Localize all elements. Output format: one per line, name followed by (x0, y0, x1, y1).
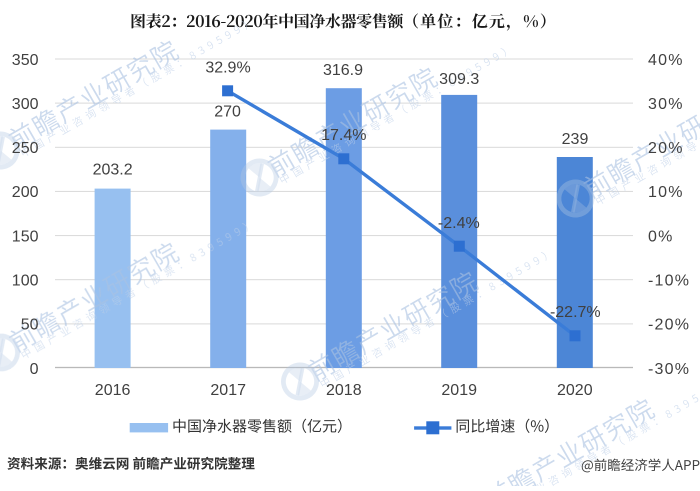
svg-text:200: 200 (12, 184, 39, 201)
svg-text:2020: 2020 (557, 382, 593, 399)
svg-text:10%: 10% (648, 184, 684, 201)
svg-text:150: 150 (12, 228, 39, 245)
svg-text:2017: 2017 (210, 382, 246, 399)
svg-text:32.9%: 32.9% (205, 60, 250, 77)
svg-text:350: 350 (12, 52, 39, 69)
svg-text:0%: 0% (648, 228, 674, 245)
svg-text:316.9: 316.9 (323, 62, 363, 79)
svg-text:2018: 2018 (326, 382, 362, 399)
svg-text:17.4%: 17.4% (321, 127, 366, 144)
svg-text:20%: 20% (648, 140, 684, 157)
svg-text:2016: 2016 (95, 382, 131, 399)
svg-text:-2.4%: -2.4% (438, 215, 480, 232)
svg-text:309.3: 309.3 (439, 71, 479, 88)
svg-text:-30%: -30% (648, 361, 690, 378)
svg-text:-10%: -10% (648, 273, 690, 290)
svg-text:203.2: 203.2 (93, 162, 133, 179)
svg-text:50: 50 (21, 317, 39, 334)
svg-text:0: 0 (30, 361, 39, 378)
svg-text:250: 250 (12, 140, 39, 157)
svg-text:-20%: -20% (648, 317, 690, 334)
svg-text:239: 239 (562, 131, 589, 148)
svg-text:40%: 40% (648, 52, 684, 69)
svg-text:300: 300 (12, 96, 39, 113)
svg-text:-22.7%: -22.7% (550, 304, 601, 321)
svg-text:30%: 30% (648, 96, 684, 113)
svg-text:2019: 2019 (441, 382, 477, 399)
svg-text:270: 270 (214, 104, 241, 121)
svg-text:100: 100 (12, 273, 39, 290)
